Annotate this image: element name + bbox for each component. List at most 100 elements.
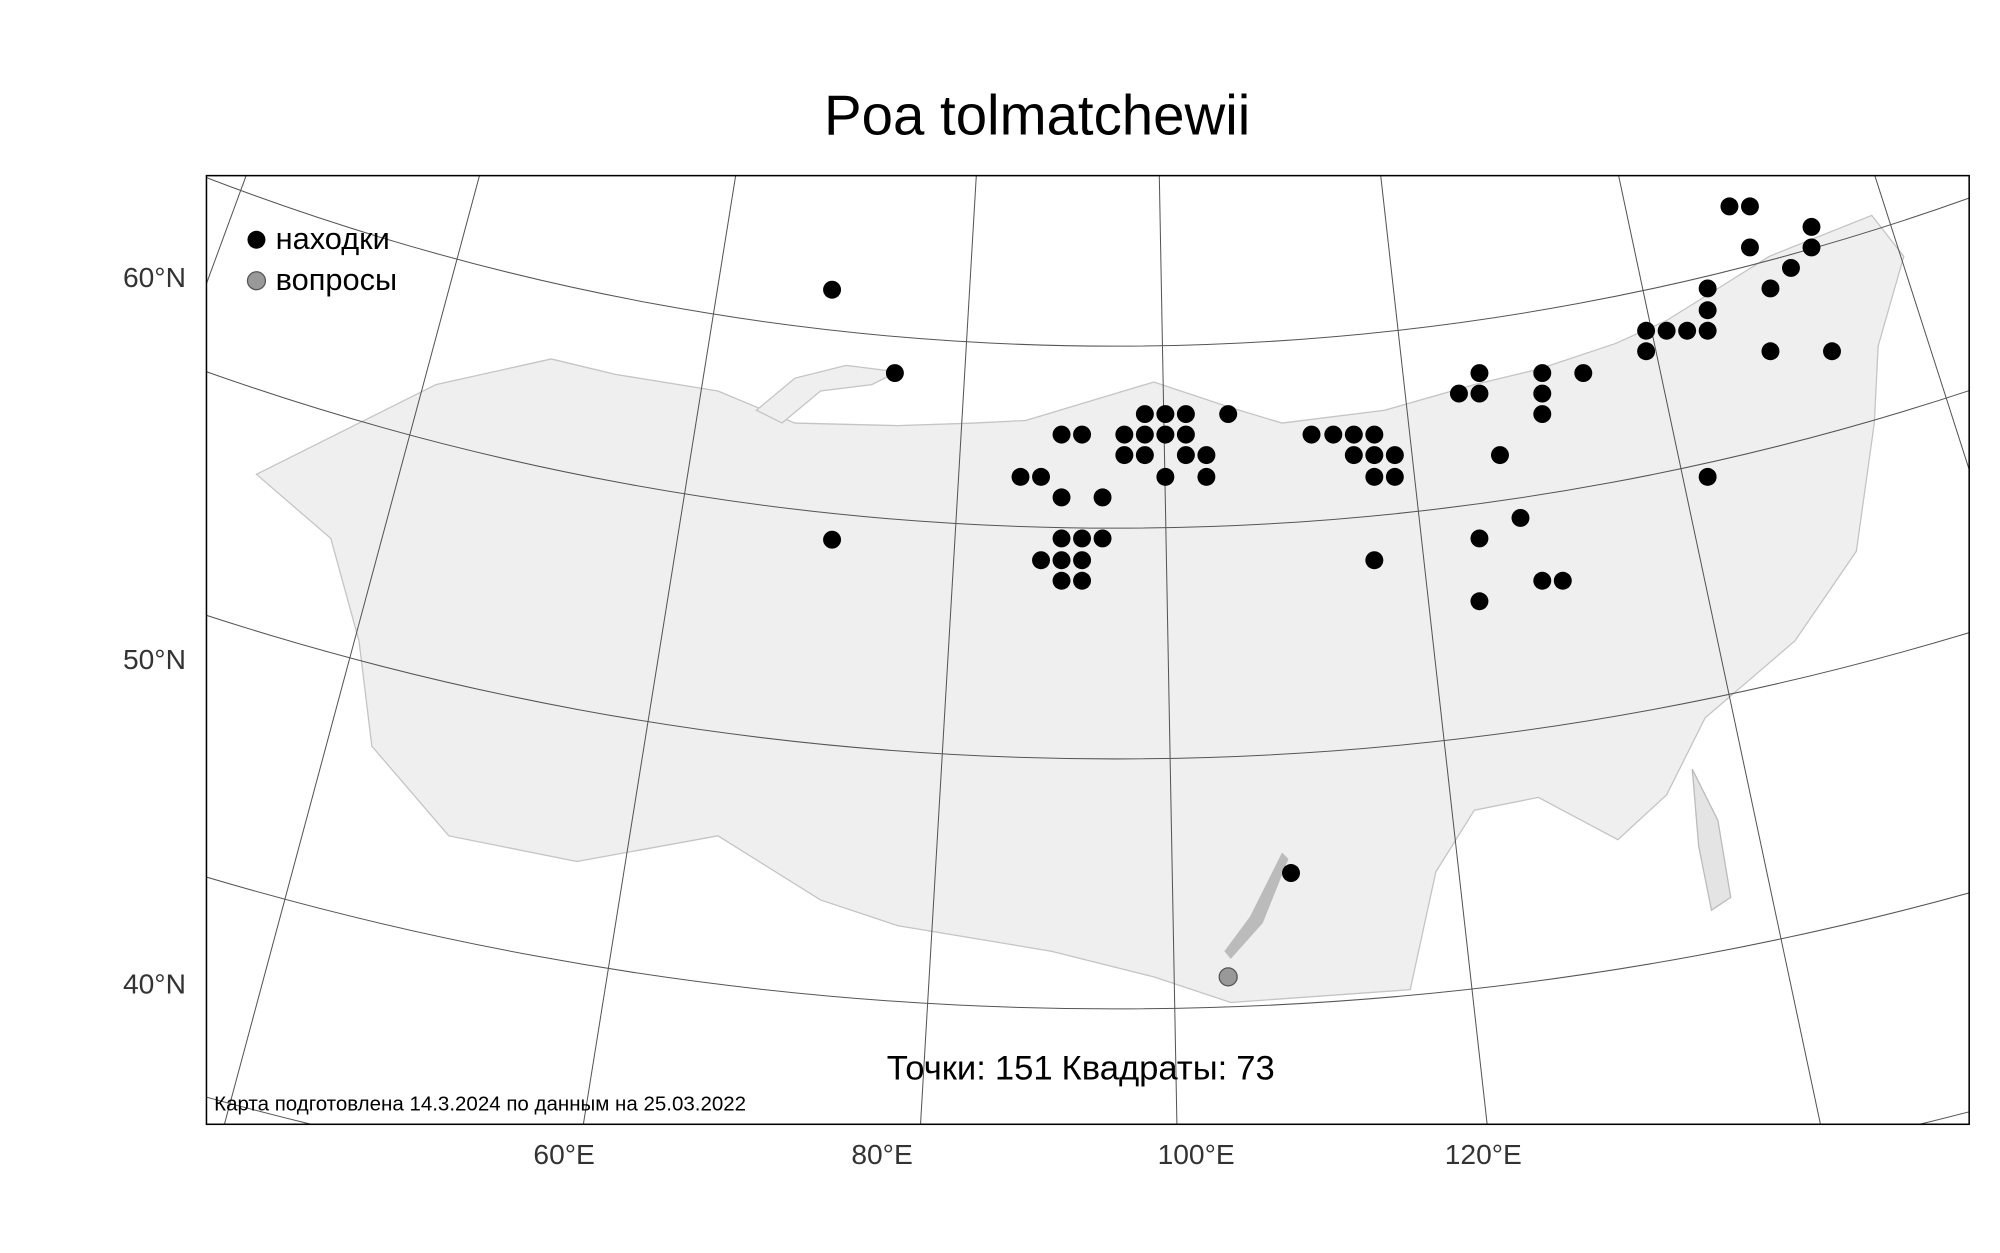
occurrence: [1698, 467, 1717, 486]
occurrence: [1698, 279, 1717, 298]
occurrence: [1657, 321, 1676, 340]
occurrence: [1197, 467, 1216, 486]
occurrence: [1761, 279, 1780, 298]
occurrence: [1052, 425, 1071, 444]
occurrence: [1761, 342, 1780, 361]
occurrence: [1365, 425, 1384, 444]
occurrence: [1533, 364, 1552, 383]
occurrence: [1533, 384, 1552, 403]
occurrence: [1052, 571, 1071, 590]
occurrence: [1802, 238, 1821, 257]
occurrence: [1302, 425, 1321, 444]
occurrence: [1720, 197, 1739, 216]
meridian: [1618, 175, 1821, 1125]
stats-label: Квадраты:: [1062, 1050, 1228, 1088]
meridian: [920, 175, 977, 1125]
lat-label: 40°N: [123, 967, 186, 999]
occurrence: [1511, 508, 1530, 527]
occurrence: [1344, 446, 1363, 465]
occurrence: [1678, 321, 1697, 340]
occurrence: [1533, 571, 1552, 590]
island: [1691, 768, 1732, 912]
occurrence: [1032, 551, 1050, 570]
occurrence: [823, 280, 842, 299]
lat-label: 50°N: [123, 643, 186, 675]
map-frame: [205, 174, 1970, 1126]
occurrence: [1553, 571, 1572, 590]
occurrence: [1698, 321, 1717, 340]
stats-value: 151: [995, 1050, 1053, 1088]
occurrence: [1219, 405, 1238, 424]
occurrence: [1823, 342, 1841, 361]
meridian: [223, 175, 480, 1125]
occurrence: [1156, 467, 1175, 486]
stats: Точки: 151 Квадраты: 73: [887, 1050, 1275, 1088]
occurrence: [1156, 405, 1175, 424]
stats-value: 73: [1236, 1050, 1275, 1088]
stats-label: Точки:: [887, 1050, 986, 1088]
lake: [1224, 852, 1289, 959]
occurrence: [1093, 529, 1112, 548]
lat-label: 60°N: [123, 261, 186, 293]
occurrence: [1032, 467, 1050, 486]
legend-label: вопросы: [276, 262, 397, 297]
occurrence: [1135, 446, 1154, 465]
footnote: Карта подготовлена 14.3.2024 по данным н…: [214, 1092, 746, 1115]
occurrence: [1176, 405, 1195, 424]
map-title: Poa tolmatchewii: [824, 84, 1250, 147]
occurrence: [1449, 384, 1468, 403]
occurrence: [1802, 217, 1821, 236]
occurrence: [1176, 425, 1195, 444]
occurrence: [1365, 467, 1384, 486]
occurrence: [1115, 425, 1134, 444]
occurrence: [1115, 446, 1134, 465]
occurrence: [1740, 238, 1759, 257]
lon-label: 100°E: [1158, 1138, 1235, 1170]
occurrence: [1135, 405, 1154, 424]
occurrence: [1011, 467, 1030, 486]
occurrence: [823, 530, 842, 549]
occurrence: [1282, 864, 1300, 882]
occurrences: [823, 197, 1841, 987]
occurrence: [1073, 529, 1092, 548]
lon-label: 60°E: [533, 1138, 594, 1170]
occurrence: [1385, 446, 1404, 465]
occurrence: [1470, 364, 1489, 383]
occurrence: [1073, 551, 1092, 570]
occurrence: [1740, 197, 1759, 216]
occurrence: [1052, 551, 1071, 570]
occurrence: [1052, 529, 1071, 548]
land: [255, 214, 1905, 1004]
occurrence: [1782, 258, 1800, 277]
lon-label: 120°E: [1445, 1138, 1522, 1170]
occurrence: [885, 364, 904, 383]
occurrence: [1093, 488, 1112, 507]
legend-marker: [246, 271, 267, 291]
occurrence: [1197, 446, 1216, 465]
meridian: [1380, 175, 1488, 1125]
occurrence: [1490, 446, 1509, 465]
occurrence: [1365, 551, 1384, 570]
occurrence: [1365, 446, 1384, 465]
legend-marker: [247, 230, 266, 249]
occurrence: [1176, 446, 1195, 465]
occurrence: [1135, 425, 1154, 444]
meridian: [1158, 175, 1178, 1125]
occurrence: [1698, 301, 1717, 320]
legend-label: находки: [276, 221, 390, 256]
occurrence: [1470, 592, 1489, 611]
occurrence: [1052, 488, 1071, 507]
occurrence: [1574, 364, 1593, 383]
occurrence: [1533, 405, 1552, 424]
occurrence: [1344, 425, 1363, 444]
occurrence: [1470, 384, 1489, 403]
occurrence: [1156, 425, 1175, 444]
occurrence: [1637, 321, 1656, 340]
questionable-occurrence: [1218, 967, 1238, 987]
occurrence: [1073, 425, 1092, 444]
occurrence: [1470, 529, 1489, 548]
